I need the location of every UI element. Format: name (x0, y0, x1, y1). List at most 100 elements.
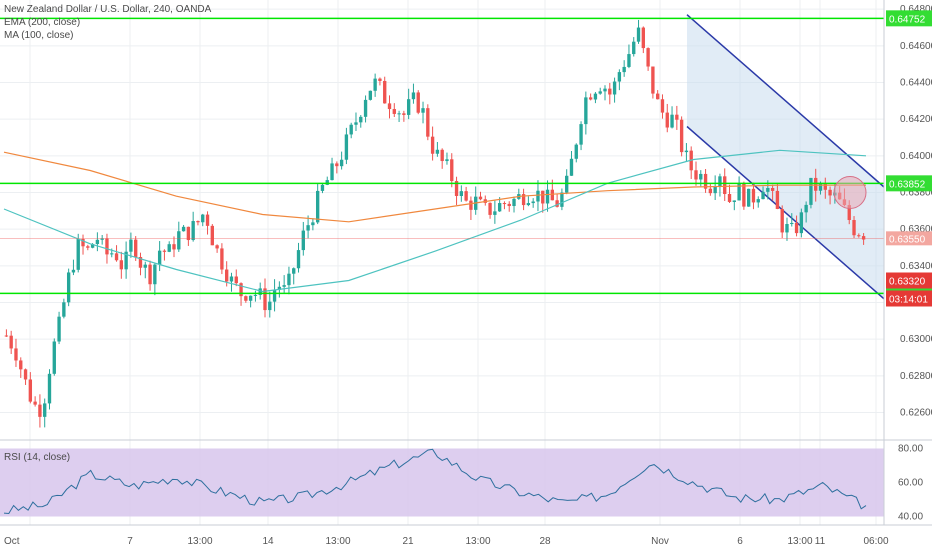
candle-body (440, 149, 444, 162)
candle-body (148, 264, 152, 285)
candle-body (47, 373, 52, 404)
candle-body (368, 90, 373, 100)
candle-body (612, 81, 617, 95)
candle-body (354, 122, 358, 125)
candle-body (339, 159, 344, 167)
level-tag (886, 175, 932, 192)
candle-body (287, 273, 291, 286)
price-line-tag (886, 231, 932, 246)
candle-body (411, 92, 416, 100)
candle-body (531, 201, 535, 204)
candle-body (311, 222, 315, 226)
time-tick-label: Oct (4, 536, 20, 547)
candle-body (90, 244, 95, 248)
candle-body (804, 204, 808, 213)
candle-body (809, 177, 813, 205)
candle-body (86, 246, 90, 248)
candle-body (641, 27, 645, 49)
rsi-tick-label: 40.00 (898, 512, 923, 523)
candle-body (28, 379, 33, 402)
candle-body (507, 203, 511, 207)
time-tick-label: 28 (539, 536, 551, 547)
candle-body (315, 190, 320, 223)
candle-body (205, 214, 210, 226)
candle-body (62, 302, 66, 317)
candle-body (627, 54, 631, 67)
candle-body (847, 205, 851, 221)
candle-body (622, 66, 626, 73)
candle-body (234, 276, 238, 284)
ma-legend: MA (100, close) (4, 30, 74, 41)
candle-body (526, 203, 531, 206)
candle-body (435, 149, 440, 154)
candle-body (71, 269, 76, 273)
candle-body (210, 225, 214, 246)
time-tick-label: 21 (402, 536, 414, 547)
candle-body (464, 191, 468, 201)
rsi-tick-label: 80.00 (898, 444, 923, 455)
candle-body (4, 335, 9, 337)
candle-body (268, 301, 272, 311)
rsi-legend: RSI (14, close) (4, 451, 70, 464)
candle-body (344, 134, 349, 160)
candle-body (536, 190, 540, 202)
last-price-tag (886, 272, 932, 289)
candle-body (406, 99, 411, 115)
time-tick-label: 13:00 (325, 536, 350, 547)
candle-body (426, 108, 430, 137)
rsi-label: RSI (14, close) (4, 452, 71, 463)
candle-body (818, 183, 823, 191)
candle-body (119, 260, 124, 270)
candle-body (301, 230, 305, 251)
candle-body (780, 208, 784, 233)
candle-body (292, 268, 296, 274)
candle-body (421, 108, 425, 113)
ema-legend: EMA (200, close) (4, 17, 81, 28)
channel-fill (687, 14, 884, 299)
candle-body (746, 188, 751, 207)
candle-body (114, 253, 119, 261)
time-tick-label: 11 (815, 536, 826, 547)
time-tick-label: 13:00 (465, 536, 490, 547)
candle-body (857, 235, 861, 237)
candle-body (124, 251, 128, 270)
ema-200-line (3, 151, 866, 223)
candle-body (790, 222, 794, 225)
candle-body (33, 401, 37, 405)
candle-body (138, 256, 143, 268)
rsi-tick-label: 60.00 (898, 478, 923, 489)
candle-body (282, 285, 286, 287)
candle-body (608, 88, 612, 95)
candle-body (785, 224, 789, 233)
countdown-label: 03:14:01 (889, 295, 928, 306)
candle-body (52, 341, 56, 374)
candle-body (493, 211, 497, 215)
candle-body (665, 112, 669, 128)
candle-body (713, 186, 717, 194)
price-line-tag-label: 0.63550 (889, 234, 926, 245)
candle-body (57, 316, 61, 342)
ma-100-line (3, 149, 867, 293)
time-tick-label: 13:00 (787, 536, 812, 547)
candle-body (325, 180, 329, 185)
candle-body (23, 369, 28, 380)
candle-body (110, 253, 114, 255)
candle-body (593, 93, 598, 100)
candle-body (416, 92, 420, 113)
candle-body (502, 203, 507, 205)
candle-body (742, 183, 746, 207)
candle-body (196, 221, 200, 223)
candle-body (679, 119, 684, 153)
candle-body (9, 335, 13, 349)
candle-body (579, 124, 583, 145)
highlight-circle (833, 176, 867, 209)
candle-body (794, 222, 799, 234)
time-tick-label: 06:00 (863, 536, 888, 547)
level-tag-label: 0.63852 (889, 179, 926, 190)
candle-body (828, 189, 832, 196)
